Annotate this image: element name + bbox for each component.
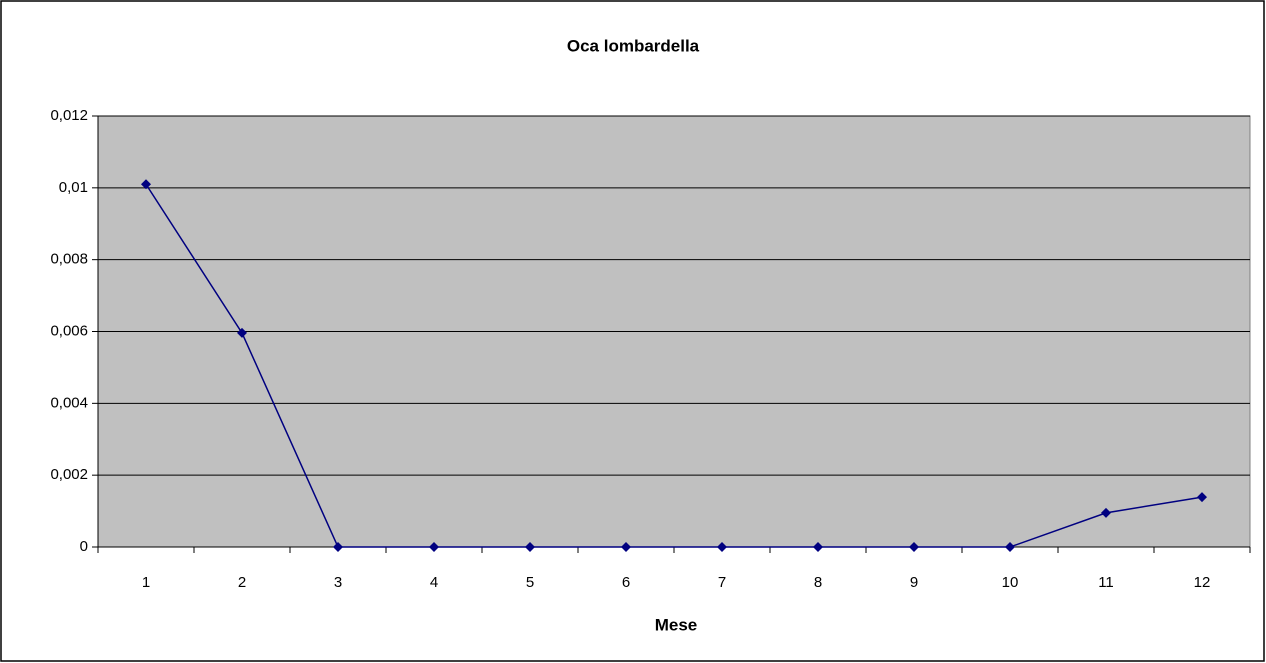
x-tick-label: 8	[814, 574, 822, 591]
x-tick-label: 11	[1098, 574, 1114, 591]
y-tick-label: 0	[80, 538, 88, 555]
data-point	[909, 542, 919, 552]
x-tick-label: 5	[526, 574, 534, 591]
y-tick-label: 0,008	[50, 251, 88, 268]
data-point	[429, 542, 439, 552]
data-point	[237, 327, 247, 338]
x-tick-label: 9	[910, 574, 918, 591]
x-tick-label: 6	[622, 574, 630, 591]
data-point	[333, 542, 343, 552]
data-point	[621, 542, 631, 552]
data-point	[1101, 507, 1111, 518]
data-point	[813, 542, 823, 552]
x-tick-label: 10	[1002, 574, 1019, 591]
y-tick-label: 0,01	[59, 179, 88, 196]
y-tick-label: 0,012	[50, 107, 88, 124]
chart-title: Oca lombardella	[567, 36, 700, 55]
x-tick-label: 7	[718, 574, 726, 591]
data-point	[717, 542, 727, 552]
y-tick-label: 0,006	[50, 322, 88, 339]
y-tick-label: 0,002	[50, 466, 88, 483]
y-tick-label: 0,004	[50, 394, 88, 411]
data-point	[1197, 492, 1207, 503]
x-tick-label: 12	[1194, 574, 1211, 591]
data-point	[1005, 542, 1015, 552]
x-tick-label: 2	[238, 574, 246, 591]
x-tick-label: 1	[142, 574, 150, 591]
x-axis-title: Mese	[655, 615, 698, 634]
x-tick-label: 4	[430, 574, 438, 591]
series-line	[145, 183, 1203, 548]
data-point	[141, 179, 151, 190]
x-tick-label: 3	[334, 574, 342, 591]
data-point	[525, 542, 535, 552]
